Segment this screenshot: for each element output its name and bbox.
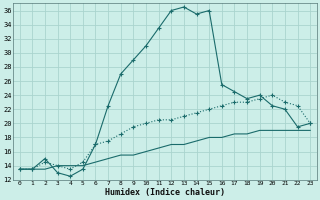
- X-axis label: Humidex (Indice chaleur): Humidex (Indice chaleur): [105, 188, 225, 197]
